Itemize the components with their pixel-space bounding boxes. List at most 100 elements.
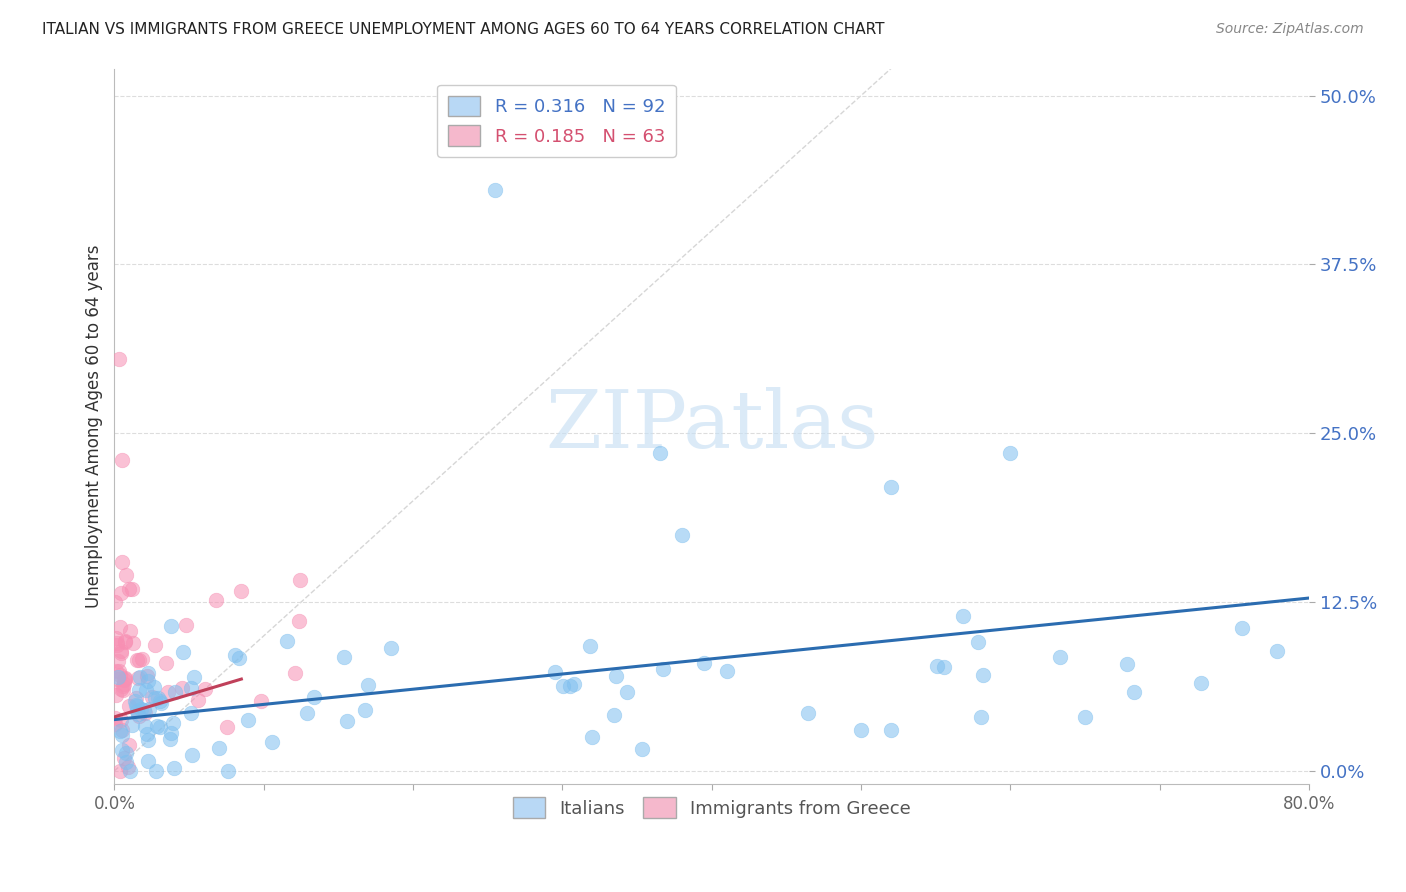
Point xyxy=(118,582,141,596)
Point xyxy=(172,645,194,659)
Point xyxy=(797,706,820,720)
Point xyxy=(287,614,309,628)
Point xyxy=(880,723,903,738)
Point xyxy=(129,702,152,716)
Point xyxy=(138,702,160,716)
Point xyxy=(194,682,217,697)
Point xyxy=(302,690,325,704)
Point xyxy=(122,636,145,650)
Point xyxy=(112,679,135,693)
Point xyxy=(110,668,132,682)
Point xyxy=(616,684,638,698)
Point xyxy=(217,764,239,778)
Point xyxy=(117,698,139,713)
Point xyxy=(148,691,170,706)
Point xyxy=(354,703,377,717)
Point xyxy=(110,644,132,658)
Point xyxy=(127,705,149,719)
Point xyxy=(128,682,150,697)
Point xyxy=(544,665,567,680)
Point xyxy=(651,662,673,676)
Point xyxy=(110,586,132,600)
Point xyxy=(125,698,148,712)
Point xyxy=(143,690,166,705)
Point xyxy=(149,720,172,734)
Point xyxy=(484,183,506,197)
Point xyxy=(118,764,141,778)
Point xyxy=(380,641,402,656)
Point xyxy=(108,764,131,778)
Point xyxy=(155,656,177,670)
Point xyxy=(112,751,135,765)
Point xyxy=(880,480,903,494)
Point xyxy=(693,657,716,671)
Point xyxy=(297,706,319,720)
Point xyxy=(336,714,359,728)
Point xyxy=(111,682,134,697)
Point xyxy=(115,568,138,582)
Point xyxy=(150,696,173,710)
Point xyxy=(332,649,354,664)
Point xyxy=(288,574,311,588)
Point xyxy=(952,608,974,623)
Point xyxy=(105,638,128,652)
Point xyxy=(138,665,160,680)
Point xyxy=(1049,649,1071,664)
Point xyxy=(107,672,129,686)
Point xyxy=(162,715,184,730)
Point xyxy=(125,699,148,714)
Point xyxy=(131,652,153,666)
Point xyxy=(134,706,156,720)
Legend: Italians, Immigrants from Greece: Italians, Immigrants from Greece xyxy=(506,790,918,825)
Point xyxy=(1122,685,1144,699)
Point xyxy=(114,635,136,649)
Point xyxy=(115,746,138,760)
Point xyxy=(187,692,209,706)
Point xyxy=(159,619,181,633)
Point xyxy=(183,670,205,684)
Point xyxy=(224,648,246,663)
Point xyxy=(105,636,128,650)
Point xyxy=(107,670,129,684)
Point xyxy=(145,764,167,778)
Point xyxy=(925,658,948,673)
Point xyxy=(141,690,163,705)
Point xyxy=(208,740,231,755)
Point xyxy=(108,664,131,678)
Point xyxy=(163,761,186,775)
Point xyxy=(969,710,991,724)
Point xyxy=(124,694,146,708)
Point xyxy=(143,638,166,652)
Text: Source: ZipAtlas.com: Source: ZipAtlas.com xyxy=(1216,22,1364,37)
Point xyxy=(276,633,298,648)
Point xyxy=(104,711,127,725)
Point xyxy=(551,679,574,693)
Point xyxy=(108,723,131,738)
Point xyxy=(1232,621,1254,635)
Point xyxy=(146,719,169,733)
Point xyxy=(671,527,693,541)
Point xyxy=(136,673,159,688)
Point xyxy=(107,654,129,668)
Point xyxy=(120,624,142,639)
Point xyxy=(128,669,150,683)
Point xyxy=(104,595,127,609)
Point xyxy=(204,592,226,607)
Point xyxy=(229,583,252,598)
Point xyxy=(157,685,180,699)
Point xyxy=(356,678,378,692)
Point xyxy=(104,717,127,731)
Point xyxy=(149,694,172,708)
Point xyxy=(181,748,204,763)
Point xyxy=(117,760,139,774)
Point xyxy=(174,618,197,632)
Point xyxy=(135,726,157,740)
Point xyxy=(110,682,132,697)
Point xyxy=(648,446,671,460)
Point xyxy=(111,743,134,757)
Point xyxy=(110,713,132,727)
Point xyxy=(136,754,159,768)
Point xyxy=(1265,644,1288,658)
Text: ZIPatlas: ZIPatlas xyxy=(546,387,879,466)
Point xyxy=(128,708,150,723)
